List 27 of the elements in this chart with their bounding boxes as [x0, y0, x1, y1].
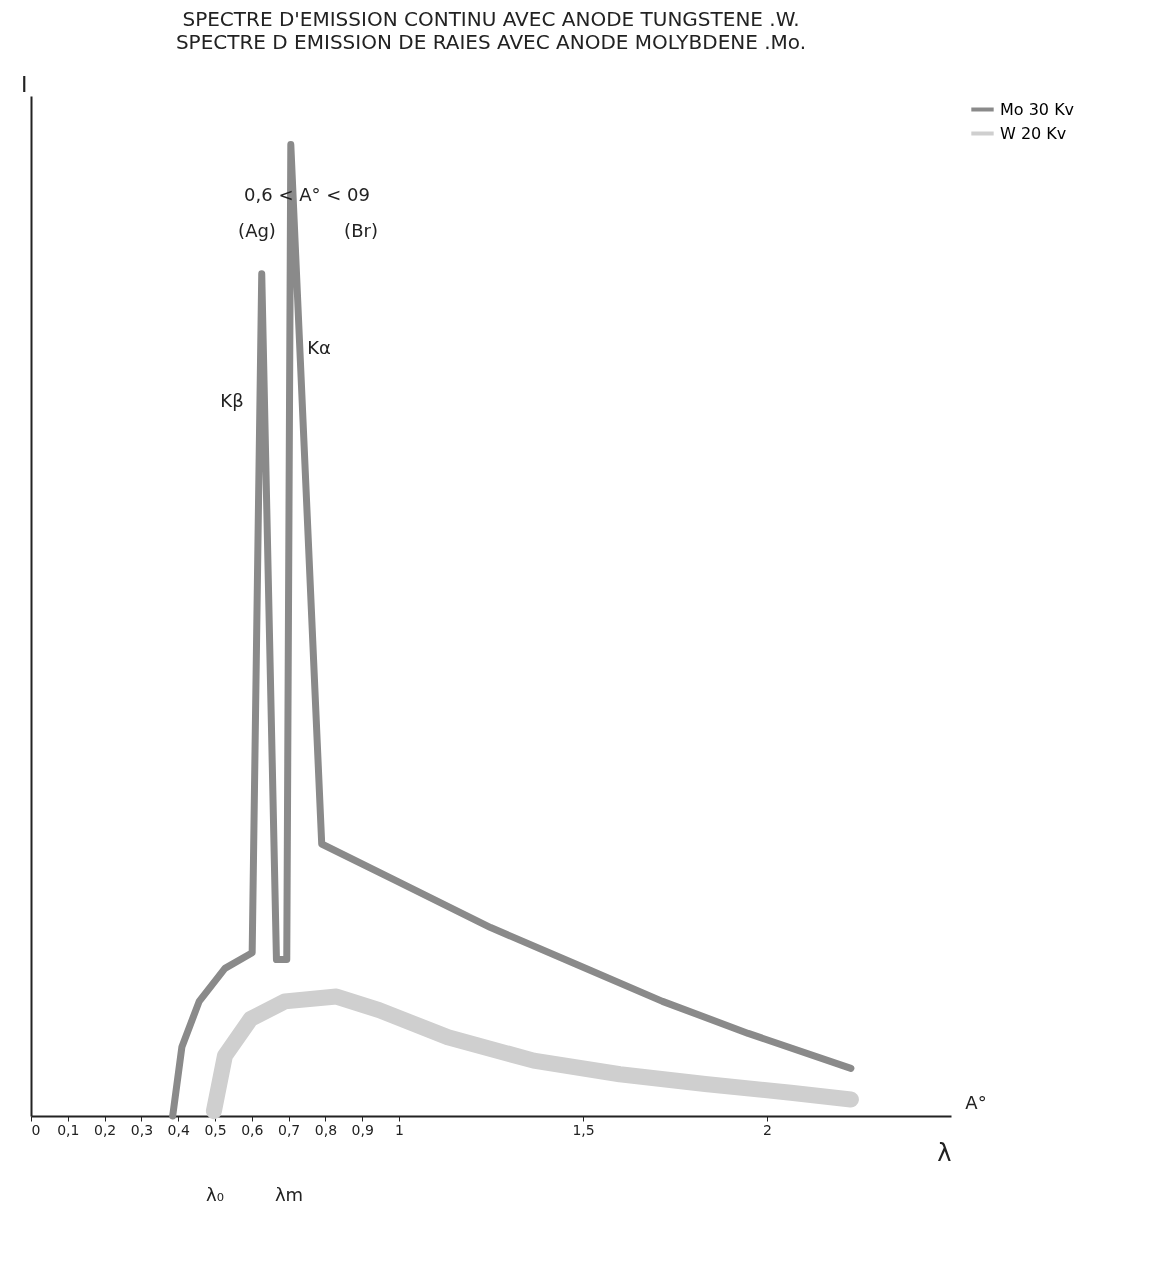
annotation: (Br)	[344, 220, 378, 241]
text: λm	[274, 1184, 304, 1205]
x-tick-label: 0,6	[241, 1121, 264, 1138]
x-tick-label: 1,5	[572, 1121, 595, 1138]
chart-subtitle: SPECTRE D EMISSION DE RAIES AVEC ANODE MOLYBDENE .Mo.	[175, 30, 807, 54]
x-tick-label: 2	[763, 1121, 772, 1138]
annotation: Kβ	[220, 390, 244, 411]
x-tick-label: 0,9	[351, 1121, 374, 1138]
y-axis-title: I	[21, 71, 28, 97]
text: λ₀	[206, 1184, 224, 1205]
x-tick-label: 0,2	[93, 1121, 117, 1138]
annotation: (Ag)	[238, 220, 276, 241]
x-tick-label: 0	[31, 1121, 41, 1138]
chart-title: SPECTRE D'EMISSION CONTINU AVEC ANODE TUNGSTENE .W.	[182, 7, 800, 31]
annotation: 0,6 < A° < 09	[244, 184, 370, 205]
x-tick-label: 0,1	[57, 1121, 80, 1138]
legend-label: W 20 Kv	[1000, 123, 1067, 143]
legend-label: Mo 30 Kv	[1000, 99, 1075, 119]
x-tick-label: 0,7	[277, 1121, 301, 1138]
x-tick-label: 0,8	[314, 1121, 338, 1138]
x-tick-label: 1	[395, 1121, 404, 1138]
x-tick-label: 0,5	[204, 1121, 227, 1138]
x-tick-label: 0,4	[167, 1121, 190, 1138]
annotation: Kα	[307, 337, 331, 358]
x-axis-title: λ	[937, 1138, 952, 1167]
text: A°	[965, 1092, 987, 1113]
x-tick-label: 0,3	[130, 1121, 154, 1138]
